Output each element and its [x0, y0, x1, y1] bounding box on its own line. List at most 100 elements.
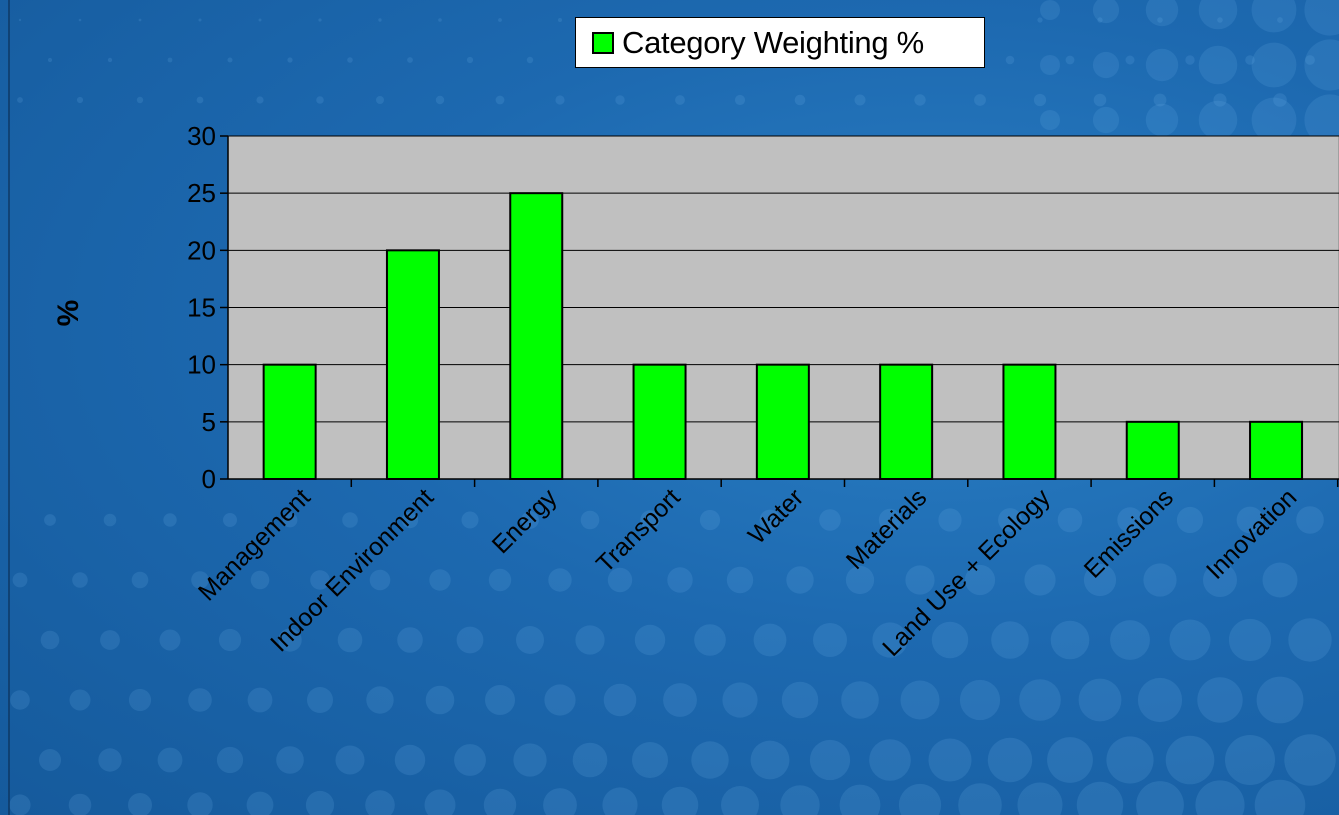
background-dot [931, 621, 969, 659]
background-dot [424, 789, 456, 815]
background-dot [198, 18, 202, 22]
background-dot [634, 624, 666, 656]
background-dot [223, 513, 237, 527]
legend-swatch [592, 31, 614, 54]
background-dot [246, 791, 274, 815]
background-dot [958, 783, 1002, 815]
background-dot [227, 57, 233, 63]
background-dot [580, 510, 600, 530]
y-tick-label: 30 [187, 121, 216, 151]
background-dot [107, 57, 113, 63]
background-dot [401, 511, 419, 529]
background-dot [1195, 780, 1245, 815]
background-dot [98, 748, 122, 772]
x-tick-label: Innovation [1201, 483, 1302, 584]
background-dot [335, 745, 365, 775]
background-dot [258, 18, 262, 22]
background-dot [699, 509, 721, 531]
background-dot [734, 94, 746, 106]
background-dot [1092, 51, 1120, 79]
background-dot [1251, 0, 1297, 33]
background-dot [661, 786, 699, 815]
background-dot [878, 508, 902, 532]
bars [262, 192, 1304, 481]
background-dot [1143, 563, 1177, 597]
background-dot [250, 570, 270, 590]
background-dot [1097, 17, 1103, 23]
background-dot [1083, 563, 1117, 597]
background-dot [347, 57, 353, 63]
background-dot [1065, 55, 1075, 65]
background-dot [1110, 620, 1150, 660]
background-dot [216, 746, 244, 774]
background-dot [466, 56, 474, 64]
bar-water [755, 363, 810, 480]
background-dot [854, 94, 866, 106]
legend-label: Category Weighting % [622, 24, 924, 60]
background-dot [1078, 678, 1122, 722]
background-dot [1251, 97, 1297, 143]
background-dot [959, 679, 1001, 721]
bar-land-use-ecology [1002, 363, 1057, 480]
x-tick-label: Water [743, 483, 809, 549]
background-dot [1305, 55, 1315, 65]
background-dot [1304, 0, 1339, 36]
background-dot [40, 630, 60, 650]
background-dot [1047, 737, 1093, 783]
background-dot [1157, 17, 1163, 23]
background-dot [987, 737, 1033, 783]
bar-management [262, 363, 317, 480]
background-dot [138, 18, 142, 22]
background-dot [39, 749, 61, 771]
background-dot [1145, 0, 1179, 27]
background-dot [247, 687, 273, 713]
background-dot [1076, 781, 1124, 815]
background-dot [1137, 677, 1183, 723]
background-dot [310, 570, 330, 590]
background-dot [397, 627, 423, 653]
x-tick-label: Management [193, 483, 316, 606]
background-dot [543, 788, 577, 815]
background-dot [9, 794, 31, 815]
background-dot [694, 624, 726, 656]
background-dot [68, 793, 92, 815]
background-dot [495, 95, 505, 105]
background-dot [435, 95, 445, 105]
bar-indoor-environment [385, 249, 440, 480]
background-dot [337, 627, 363, 653]
background-dot [1254, 779, 1306, 815]
background-dot [753, 623, 787, 657]
background-dot [461, 511, 479, 529]
background-dot [72, 572, 88, 588]
background-dot [1296, 506, 1324, 534]
background-dot [809, 739, 851, 781]
background-dot [429, 569, 451, 591]
background-dot [1092, 106, 1120, 134]
background-dot [188, 688, 212, 712]
background-dot [900, 680, 940, 720]
background-dot [282, 512, 298, 528]
background-dot [1169, 619, 1211, 661]
background-dot [136, 96, 144, 104]
background-dot [1203, 563, 1237, 597]
background-dot [454, 744, 486, 776]
background-dot [316, 96, 324, 104]
y-tick-label: 10 [187, 350, 216, 380]
background-dot [905, 565, 935, 595]
background-dot [1273, 93, 1287, 107]
background-dot [18, 18, 22, 22]
background-dot [376, 96, 384, 104]
background-dot [191, 571, 209, 589]
background-dot [438, 18, 442, 22]
background-dot [1125, 55, 1135, 65]
background-dot [167, 57, 173, 63]
background-dot [813, 623, 847, 657]
background-dot [159, 629, 181, 651]
background-dot [1277, 17, 1283, 23]
background-dot [44, 514, 56, 526]
background-dot [1198, 45, 1238, 85]
background-dot [1284, 734, 1336, 786]
legend: Category Weighting % [575, 17, 985, 68]
background-dot [1040, 0, 1060, 20]
